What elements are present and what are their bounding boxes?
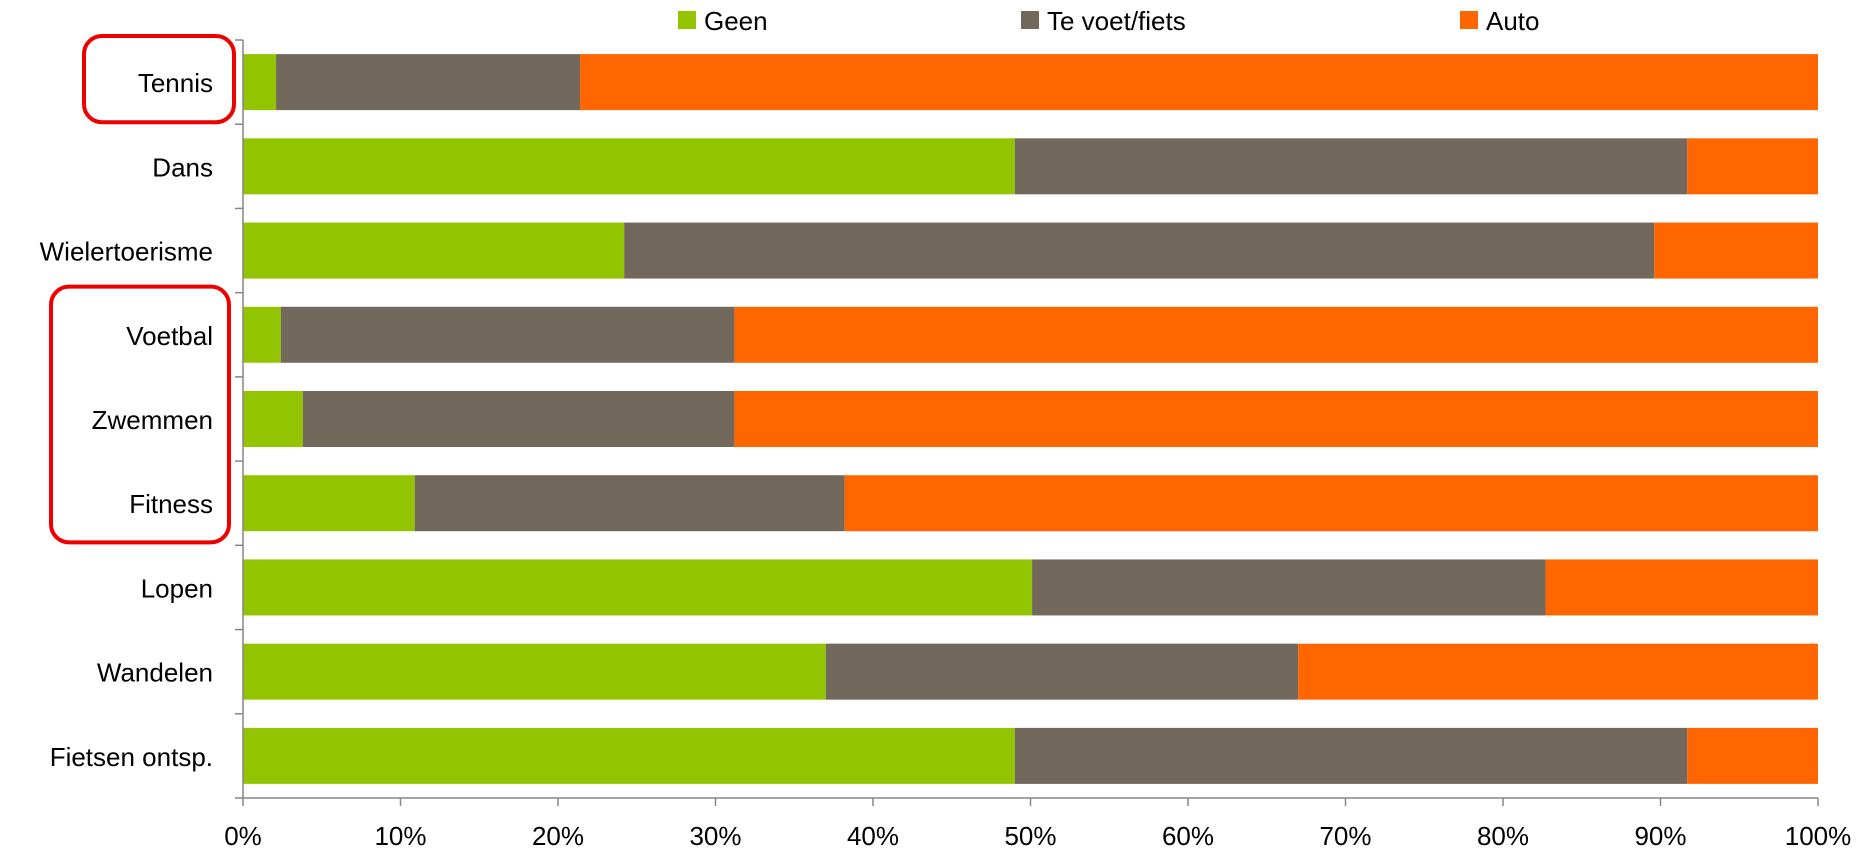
x-tick-label: 0% — [224, 821, 262, 851]
bar-fietsen-ontsp-geen — [243, 727, 1015, 784]
bar-wandelen-te-voet-fiets — [825, 643, 1299, 700]
bar-tennis-te-voet-fiets — [276, 54, 581, 111]
x-tick-label: 70% — [1319, 821, 1371, 851]
x-tick-label: 100% — [1785, 821, 1852, 851]
x-tick-label: 10% — [374, 821, 426, 851]
bar-wielertoerisme-geen — [243, 222, 625, 279]
legend-label-geen: Geen — [704, 6, 768, 36]
bar-zwemmen-te-voet-fiets — [302, 391, 735, 447]
bars — [243, 54, 1818, 784]
category-label: Tennis — [138, 68, 213, 98]
legend-swatch-auto — [1460, 11, 1478, 29]
x-tick-label: 50% — [1004, 821, 1056, 851]
bar-dans-te-voet-fiets — [1014, 138, 1688, 195]
bar-tennis-auto — [580, 54, 1818, 111]
x-tick-label: 80% — [1477, 821, 1529, 851]
legend-label-te-voet-fiets: Te voet/fiets — [1047, 6, 1186, 36]
bar-fietsen-ontsp-te-voet-fiets — [1014, 727, 1688, 784]
bar-dans-auto — [1687, 138, 1818, 195]
bar-lopen-te-voet-fiets — [1032, 559, 1546, 616]
highlight-boxes — [49, 34, 236, 545]
bar-fietsen-ontsp-auto — [1687, 727, 1818, 784]
bar-lopen-geen — [243, 559, 1033, 616]
x-tick-label: 30% — [689, 821, 741, 851]
bar-wandelen-geen — [243, 643, 826, 700]
legend-swatch-geen — [678, 11, 696, 29]
category-label: Lopen — [141, 573, 213, 603]
bar-voetbal-geen — [243, 306, 281, 363]
axes: Tennis Dans Wielertoerisme Voetbal Zwemmen Fi… — [40, 39, 1852, 851]
bar-zwemmen-geen — [243, 391, 303, 447]
category-label: Wandelen — [97, 658, 213, 688]
x-tick-label: 40% — [847, 821, 899, 851]
x-tick-label: 20% — [532, 821, 584, 851]
bar-wielertoerisme-auto — [1654, 222, 1818, 279]
bar-tennis-geen — [243, 54, 277, 111]
category-label: Zwemmen — [92, 405, 213, 435]
bar-fitness-auto — [844, 475, 1818, 532]
x-tick-label: 90% — [1634, 821, 1686, 851]
bar-lopen-auto — [1545, 559, 1818, 616]
category-label: Voetbal — [126, 321, 213, 351]
category-label: Fietsen ontsp. — [50, 742, 213, 772]
highlight-box — [82, 34, 236, 125]
bar-voetbal-auto — [734, 306, 1818, 363]
legend: Geen Te voet/fiets Auto — [678, 6, 1540, 36]
x-tick-label: 60% — [1162, 821, 1214, 851]
bar-voetbal-te-voet-fiets — [280, 306, 735, 363]
category-label: Dans — [152, 152, 213, 182]
legend-label-auto: Auto — [1486, 6, 1540, 36]
legend-swatch-te-voet-fiets — [1021, 11, 1039, 29]
category-label: Fitness — [129, 489, 213, 519]
highlight-box — [49, 284, 231, 545]
bar-zwemmen-auto — [734, 391, 1818, 447]
bar-fitness-geen — [243, 475, 415, 532]
bar-fitness-te-voet-fiets — [414, 475, 845, 532]
bar-dans-geen — [243, 138, 1015, 195]
bar-wielertoerisme-te-voet-fiets — [624, 222, 1655, 279]
bar-wandelen-auto — [1298, 643, 1818, 700]
category-label: Wielertoerisme — [40, 237, 213, 267]
